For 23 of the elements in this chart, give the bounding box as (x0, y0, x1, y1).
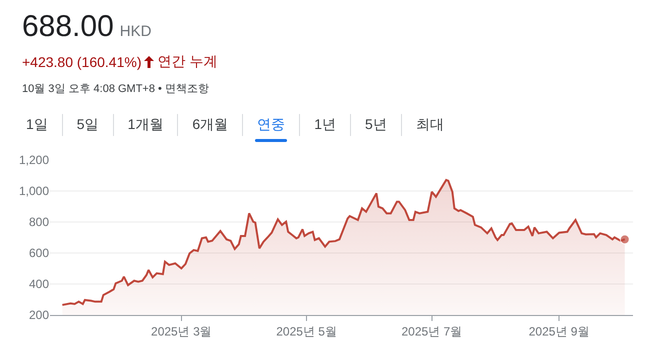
x-tick-label: 2025년 3월 (151, 324, 212, 338)
text: 6개월 (192, 116, 228, 132)
y-tick-label: 600 (28, 246, 50, 260)
text: 5년 (364, 116, 387, 132)
y-tick-label: 800 (28, 215, 50, 230)
x-tick-label: 2025년 9월 (528, 324, 590, 338)
chart-subtitle: HKD (120, 23, 152, 40)
x-tick-label: 2025년 5월 (276, 324, 337, 338)
text: 1일 (26, 116, 48, 132)
x-tick-label: 2025년 7월 (401, 324, 462, 338)
text: 연중 (257, 116, 286, 132)
chart-title: 688.00 (22, 10, 114, 43)
text: 최대 (416, 116, 444, 132)
y-tick-label: 200 (28, 308, 50, 322)
y-tick-label: 1,200 (18, 153, 50, 168)
text: 1개월 (128, 116, 164, 132)
y-tick-label: 1,000 (18, 184, 50, 198)
text: 5일 (76, 116, 99, 132)
text: 1년 (314, 116, 336, 132)
text: 연간 누계 (157, 53, 218, 71)
text: +423.80 (160.41%) (22, 54, 142, 70)
text: 10월 3일 오후 4:08 GMT+8 • 면책조항 (22, 82, 209, 96)
y-tick-label: 400 (28, 277, 50, 292)
